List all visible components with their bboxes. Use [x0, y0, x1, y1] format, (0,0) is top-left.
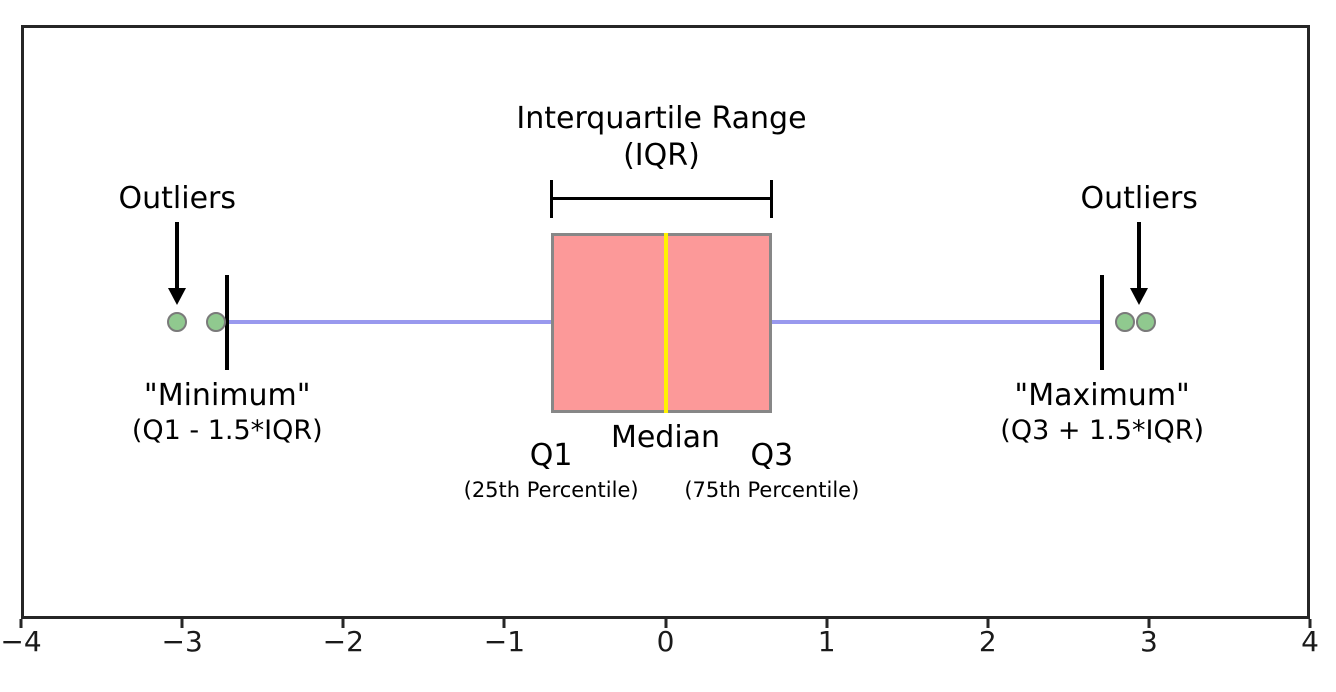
maximum-label-line2: (Q3 + 1.5*IQR): [1000, 415, 1204, 446]
x-axis-tick: [986, 619, 990, 628]
whisker-line-right: [771, 320, 1103, 324]
q3-label: Q3: [750, 438, 794, 473]
x-axis-tick-label: 3: [1139, 625, 1158, 658]
outliers-arrow-right-icon: [1130, 288, 1149, 305]
x-axis-tick-label: 2: [978, 625, 997, 658]
outliers-arrow-left-icon: [168, 288, 187, 305]
outlier-point: [205, 312, 226, 332]
maximum-label: "Maximum" (Q3 + 1.5*IQR): [1000, 377, 1204, 448]
whisker-line-left: [227, 320, 552, 324]
minimum-label: "Minimum" (Q1 - 1.5*IQR): [132, 377, 323, 448]
outliers-arrow-right-shaft: [1137, 222, 1142, 290]
x-axis-tick: [19, 619, 23, 628]
outlier-point: [1114, 312, 1135, 332]
iqr-bracket-right-tick: [770, 180, 774, 218]
x-axis-tick: [825, 619, 829, 628]
x-axis-tick-label: 0: [656, 625, 675, 658]
outliers-arrow-left-shaft: [175, 222, 180, 290]
maximum-label-line1: "Maximum": [1014, 378, 1190, 413]
iqr-box: [551, 233, 772, 413]
x-axis-tick-label: 4: [1301, 625, 1319, 658]
iqr-bracket-line: [551, 197, 772, 200]
x-axis-tick: [664, 619, 667, 628]
x-axis-tick-label: −4: [0, 625, 42, 658]
whisker-cap-minimum: [225, 275, 230, 370]
median-label: Median: [610, 420, 721, 455]
x-axis-tick-label: −2: [322, 625, 364, 658]
iqr-title-line1: Interquartile Range: [516, 101, 807, 136]
outliers-label-left: Outliers: [118, 181, 237, 216]
q1-label: Q1: [529, 438, 573, 473]
minimum-label-line2: (Q1 - 1.5*IQR): [131, 415, 323, 446]
x-axis-tick-label: 1: [817, 625, 836, 658]
q1-percentile-label: (25th Percentile): [463, 478, 639, 502]
median-line: [663, 233, 668, 413]
iqr-bracket-left-tick: [549, 180, 553, 218]
x-axis-tick: [502, 619, 506, 628]
whisker-cap-maximum: [1100, 275, 1105, 370]
x-axis-tick: [341, 619, 345, 628]
minimum-label-line1: "Minimum": [143, 378, 311, 413]
iqr-title: Interquartile Range (IQR): [516, 100, 806, 174]
x-axis-tick: [180, 619, 184, 628]
outlier-point: [167, 312, 188, 332]
x-axis-tick-label: −1: [483, 625, 526, 658]
outlier-point: [1135, 312, 1156, 332]
q3-percentile-label: (75th Percentile): [684, 478, 860, 502]
x-axis-tick-label: −3: [161, 625, 203, 658]
x-axis-tick: [1147, 619, 1151, 628]
x-axis-tick: [1308, 619, 1312, 628]
plot-area-frame: [21, 25, 1310, 619]
iqr-title-line2: (IQR): [623, 138, 700, 173]
outliers-label-right: Outliers: [1080, 181, 1198, 216]
